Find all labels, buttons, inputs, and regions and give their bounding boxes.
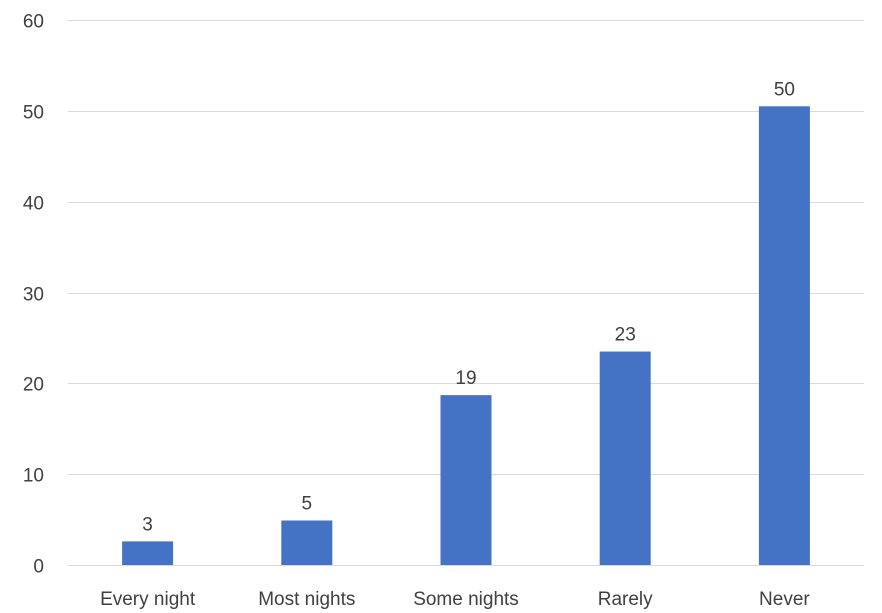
y-tick-label-20: 20 — [23, 375, 44, 396]
bars — [122, 106, 810, 566]
x-tick-label-never: Never — [759, 589, 810, 610]
data-label-some-nights: 19 — [455, 368, 476, 389]
bar-never — [758, 106, 810, 566]
data-label-every-night: 3 — [142, 514, 153, 535]
y-tick-label-0: 0 — [33, 557, 44, 578]
bar-every-night — [122, 541, 174, 565]
x-tick-label-every-night: Every night — [100, 589, 196, 610]
y-tick-label-40: 40 — [23, 194, 44, 215]
y-axis-tick-labels: 0 10 20 30 40 50 60 — [23, 12, 44, 578]
data-label-never: 50 — [774, 79, 795, 100]
x-axis-tick-labels: Every night Most nights Some nights Rarely N… — [100, 589, 810, 610]
bar-some-nights — [440, 395, 492, 565]
y-tick-label-50: 50 — [23, 103, 44, 124]
data-labels: 3 5 19 23 50 — [142, 79, 795, 535]
bar-most-nights — [281, 520, 333, 565]
y-tick-label-10: 10 — [23, 466, 44, 487]
x-tick-label-most-nights: Most nights — [258, 589, 355, 610]
bar-rarely — [599, 351, 651, 565]
y-tick-label-60: 60 — [23, 12, 44, 33]
x-tick-label-rarely: Rarely — [598, 589, 653, 610]
y-tick-label-30: 30 — [23, 285, 44, 306]
data-label-rarely: 23 — [615, 325, 636, 346]
data-label-most-nights: 5 — [302, 493, 313, 514]
x-tick-label-some-nights: Some nights — [413, 589, 519, 610]
gridlines — [68, 20, 864, 566]
